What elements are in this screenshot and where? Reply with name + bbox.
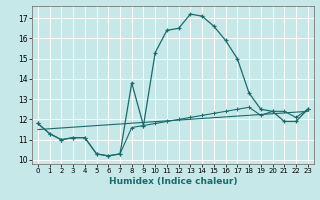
X-axis label: Humidex (Indice chaleur): Humidex (Indice chaleur) — [108, 177, 237, 186]
